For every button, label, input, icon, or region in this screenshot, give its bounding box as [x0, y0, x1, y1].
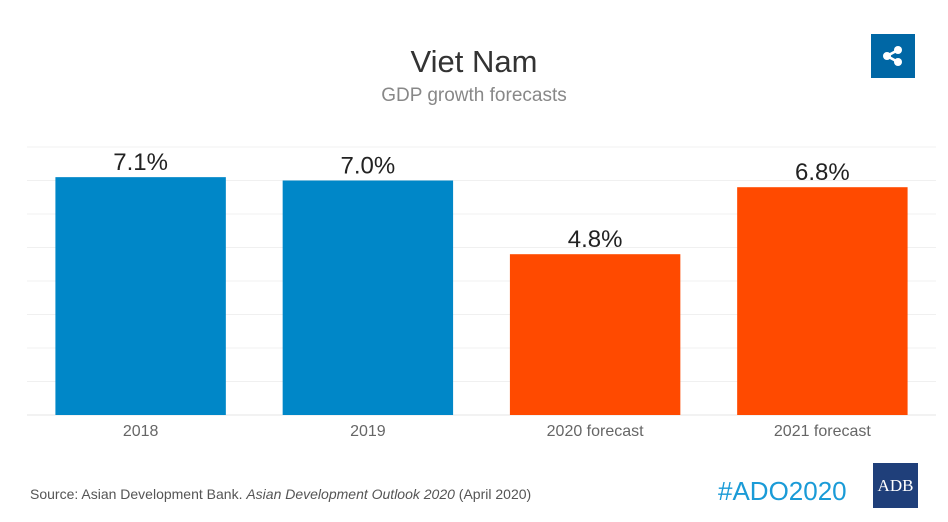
hashtag[interactable]: #ADO2020 [718, 476, 847, 506]
data-label: 7.1% [113, 149, 168, 176]
data-label: 4.8% [568, 226, 623, 253]
source-prefix: Source: Asian Development Bank. [30, 486, 247, 502]
adb-logo: ADB [873, 463, 918, 508]
bar-2019 [282, 180, 454, 415]
share-button[interactable] [871, 34, 915, 78]
bar-2021-forecast [737, 187, 908, 415]
bars [55, 177, 908, 415]
bar-2018 [55, 177, 226, 415]
x-tick-label: 2018 [123, 423, 159, 440]
bar-2020-forecast [509, 254, 681, 415]
data-labels: 7.1% 7.0% 4.8% 6.8% [113, 149, 849, 253]
data-label: 6.8% [795, 159, 850, 186]
data-label: 7.0% [341, 153, 396, 180]
x-tick-label: 2020 forecast [547, 423, 645, 440]
source-note: Source: Asian Development Bank. Asian De… [30, 486, 531, 502]
chart-subtitle: GDP growth forecasts [381, 85, 567, 106]
source-publication: Asian Development Outlook 2020 [246, 486, 455, 502]
x-tick-labels: 2018 2019 2020 forecast 2021 forecast [123, 423, 872, 440]
x-tick-label: 2021 forecast [774, 423, 872, 440]
chart-title: Viet Nam [410, 44, 538, 79]
x-tick-label: 2019 [350, 423, 386, 440]
source-suffix: (April 2020) [454, 486, 532, 502]
share-icon [883, 46, 902, 66]
